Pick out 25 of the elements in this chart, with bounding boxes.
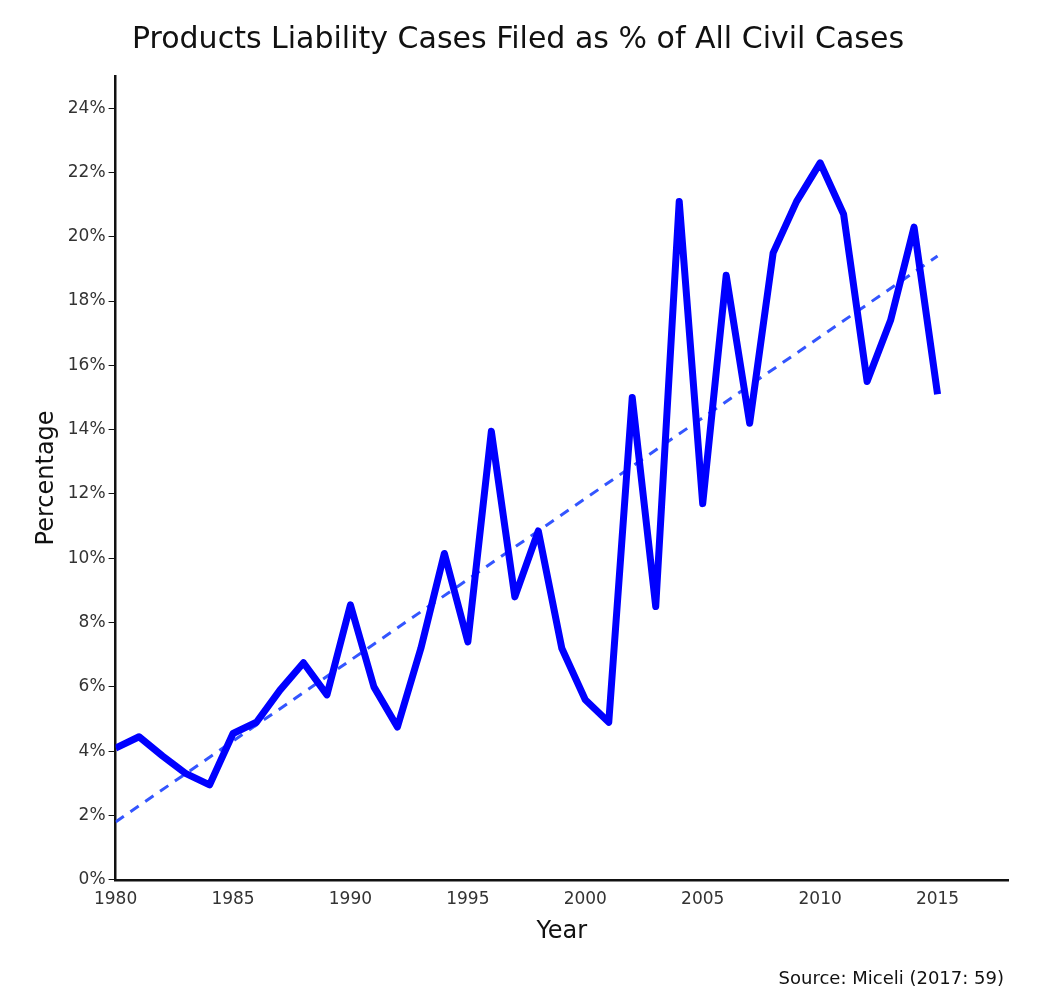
x-tick-label: 1985 (211, 888, 255, 909)
x-tick-label: 2005 (681, 888, 725, 909)
x-tick-label: 1980 (93, 888, 138, 909)
y-tick-label: 2% (78, 803, 106, 824)
y-tick-label: 12% (67, 482, 106, 503)
y-tick-label: 20% (67, 225, 106, 246)
x-axis-title: Year (535, 915, 588, 944)
y-tick-label: 18% (67, 289, 106, 310)
y-tick-label: 8% (78, 611, 106, 632)
y-tick-label: 14% (67, 418, 106, 439)
x-tick-label: 1995 (446, 888, 490, 909)
y-tick-label: 22% (67, 160, 106, 181)
chart-title: Products Liability Cases Filed as % of All Civil Cases (131, 19, 905, 55)
y-tick-label: 16% (67, 353, 106, 374)
y-tick-label: 0% (78, 868, 106, 889)
source-note: Source: Miceli (2017: 59) (778, 966, 1004, 988)
x-tick-label: 1990 (328, 888, 373, 909)
y-axis-title: Percentage (30, 410, 59, 546)
y-tick-label: 24% (67, 96, 106, 117)
y-tick-label: 6% (78, 675, 106, 696)
y-tick-label: 4% (78, 739, 106, 760)
x-tick-label: 2015 (915, 888, 960, 909)
x-tick-label: 2000 (563, 888, 607, 909)
x-tick-label: 2010 (798, 888, 842, 909)
y-tick-label: 10% (67, 546, 106, 567)
